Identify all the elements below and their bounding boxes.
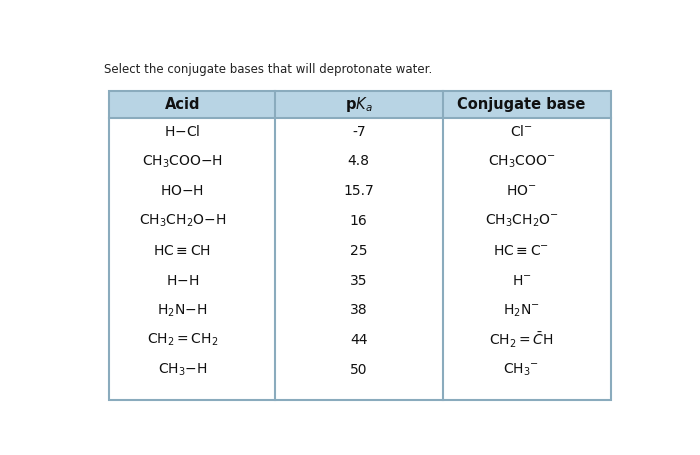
Text: Acid: Acid bbox=[164, 97, 200, 112]
Text: Select the conjugate bases that will deprotonate water.: Select the conjugate bases that will dep… bbox=[104, 63, 432, 76]
Text: CH$_3$CH$_2$O$-$H: CH$_3$CH$_2$O$-$H bbox=[139, 213, 226, 229]
Text: 38: 38 bbox=[350, 303, 368, 317]
Text: HO$^{-}$: HO$^{-}$ bbox=[506, 184, 537, 198]
Text: CH$_3$$^{-}$: CH$_3$$^{-}$ bbox=[503, 362, 540, 378]
Text: CH$_3$COO$^{-}$: CH$_3$COO$^{-}$ bbox=[488, 153, 555, 170]
Text: CH$_3$COO$-$H: CH$_3$COO$-$H bbox=[142, 153, 223, 170]
Text: 4.8: 4.8 bbox=[348, 154, 370, 168]
Text: Conjugate base: Conjugate base bbox=[457, 97, 586, 112]
FancyBboxPatch shape bbox=[109, 118, 611, 399]
Text: 44: 44 bbox=[350, 333, 368, 347]
Text: CH$_3$$-$H: CH$_3$$-$H bbox=[158, 362, 207, 378]
Text: HO$-$H: HO$-$H bbox=[160, 184, 204, 198]
Text: p$K_a$: p$K_a$ bbox=[345, 95, 372, 114]
Text: -7: -7 bbox=[352, 125, 365, 139]
Text: 15.7: 15.7 bbox=[344, 184, 374, 198]
Text: H$-$H: H$-$H bbox=[166, 273, 199, 288]
Text: CH$_3$CH$_2$O$^{-}$: CH$_3$CH$_2$O$^{-}$ bbox=[484, 213, 559, 229]
FancyBboxPatch shape bbox=[109, 91, 611, 118]
Text: Cl$^{-}$: Cl$^{-}$ bbox=[510, 124, 533, 139]
Text: CH$_2$$=\bar{C}$H: CH$_2$$=\bar{C}$H bbox=[489, 330, 554, 350]
Text: HC$\equiv$C$^{-}$: HC$\equiv$C$^{-}$ bbox=[494, 244, 550, 258]
Text: 50: 50 bbox=[350, 363, 368, 377]
Text: 16: 16 bbox=[350, 214, 368, 228]
Text: H$_2$N$-$H: H$_2$N$-$H bbox=[158, 302, 207, 318]
Text: H$^{-}$: H$^{-}$ bbox=[512, 273, 531, 288]
Text: CH$_2$$=$CH$_2$: CH$_2$$=$CH$_2$ bbox=[147, 332, 218, 349]
Text: 25: 25 bbox=[350, 244, 368, 258]
Text: H$-$Cl: H$-$Cl bbox=[164, 124, 201, 139]
Text: HC$\equiv$CH: HC$\equiv$CH bbox=[153, 244, 211, 258]
Text: 35: 35 bbox=[350, 273, 368, 288]
Text: H$_2$N$^{-}$: H$_2$N$^{-}$ bbox=[503, 302, 540, 318]
